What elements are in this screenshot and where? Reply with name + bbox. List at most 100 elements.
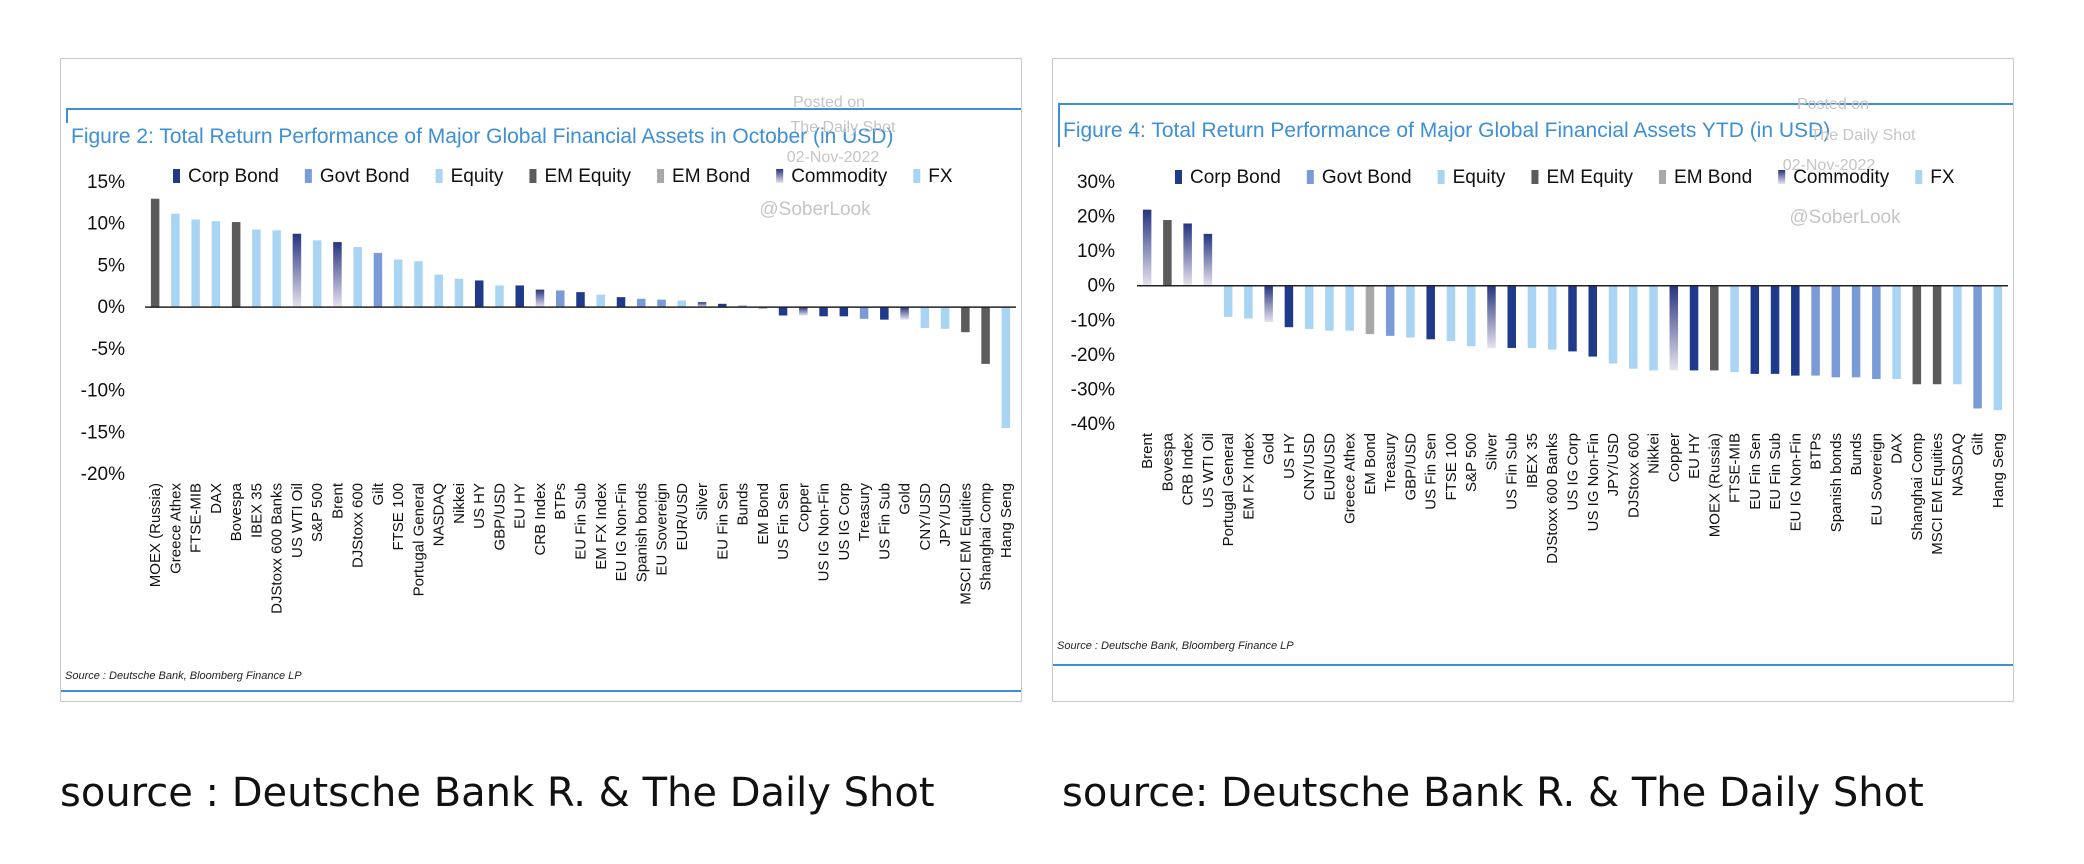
x-tick-label: US IG Corp [836, 483, 853, 561]
legend-swatch-corp_bond [173, 169, 180, 183]
legend-label-govt_bond: Govt Bond [1322, 167, 1412, 188]
legend-label-corp_bond: Corp Bond [188, 166, 279, 187]
x-tick-label: FTSE-MIB [188, 483, 205, 553]
legend-swatch-em_equity [529, 169, 537, 183]
y-tick-label: 10% [87, 214, 125, 235]
x-tick-label: GBP/USD [1402, 433, 1419, 501]
bar [637, 298, 646, 308]
x-tick-label: GBP/USD [491, 483, 508, 551]
x-tick-label: EU Fin Sen [714, 483, 731, 560]
x-tick-label: JPY/USD [937, 483, 954, 547]
bar [312, 240, 322, 308]
bar [231, 222, 241, 308]
bar [1507, 285, 1516, 348]
x-tick-label: JPY/USD [1605, 433, 1622, 497]
x-tick-label: MSCI EM Equities [957, 483, 974, 605]
bar [454, 278, 464, 308]
x-tick-label: EM FX Index [593, 483, 610, 570]
x-tick-label: NASDAQ [431, 483, 448, 546]
bar [1385, 285, 1395, 336]
bar [1669, 285, 1679, 371]
x-tick-label: FTSE 100 [1443, 433, 1460, 501]
x-tick-label: DJStoxx 600 Banks [269, 483, 286, 614]
bar [1973, 285, 1982, 409]
bar [495, 285, 504, 308]
legend-swatch-govt_bond [1306, 170, 1314, 184]
x-tick-label: BTPs [552, 483, 569, 520]
x-tick-label: EU Fin Sub [1767, 433, 1784, 510]
x-tick-label: Greece Athex [167, 483, 184, 574]
bar [1264, 285, 1273, 323]
legend-label-em_bond: EM Bond [672, 166, 750, 187]
bar [799, 307, 808, 316]
bar [1426, 285, 1435, 340]
x-tick-label: EM Bond [1362, 433, 1379, 495]
x-tick-label: MSCI EM Equities [1929, 433, 1946, 555]
bar [1001, 307, 1011, 429]
legend-label-equity: Equity [451, 166, 504, 187]
x-tick-label: US WTI Oil [1200, 433, 1217, 508]
x-tick-label: Portugal General [1220, 433, 1237, 546]
x-tick-label: Shanghai Comp [978, 483, 995, 591]
x-tick-label: Gold [897, 483, 914, 515]
x-tick-label: Copper [795, 483, 812, 532]
bar [1345, 285, 1354, 331]
bar [981, 307, 990, 364]
y-tick-label: -10% [81, 381, 125, 402]
bar [1446, 285, 1456, 342]
legend-swatch-equity [435, 169, 443, 183]
bar [474, 280, 484, 308]
bar [353, 247, 362, 308]
bar [1689, 285, 1699, 371]
x-tick-label: EU IG Non-Fin [1787, 433, 1804, 531]
x-tick-label: Brent [329, 482, 346, 519]
x-tick-label: IBEX 35 [1524, 433, 1541, 488]
x-tick-label: Bunds [1848, 433, 1865, 476]
legend-swatch-equity [1437, 170, 1445, 184]
bar [1568, 285, 1577, 352]
x-tick-label: EU Fin Sub [573, 483, 590, 560]
watermark-line: @SoberLook [1789, 207, 1901, 228]
october-returns-chart: Figure 2: Total Return Performance of Ma… [61, 94, 1021, 692]
x-tick-label: DJStoxx 600 Banks [1544, 433, 1561, 564]
watermark-line: 02-Nov-2022 [787, 149, 880, 166]
y-tick-label: -15% [81, 422, 125, 443]
bar [1487, 285, 1496, 348]
x-tick-label: Hang Seng [998, 483, 1015, 558]
bar [1730, 285, 1739, 373]
bar [1527, 285, 1537, 348]
x-tick-label: US IG Non-Fin [1585, 433, 1602, 531]
bar [1223, 285, 1233, 317]
bar [1203, 233, 1213, 286]
legend-label-equity: Equity [1453, 167, 1506, 188]
legend-label-em_bond: EM Bond [1674, 167, 1752, 188]
chart-title: Figure 2: Total Return Performance of Ma… [71, 125, 893, 148]
x-tick-label: Silver [1483, 433, 1500, 471]
bar [211, 221, 221, 308]
bar [1791, 285, 1800, 376]
y-tick-label: -40% [1071, 414, 1115, 435]
bar [839, 307, 849, 317]
legend-label-govt_bond: Govt Bond [320, 166, 410, 187]
bar [1892, 285, 1901, 380]
bar [333, 242, 342, 308]
x-tick-label: US IG Corp [1565, 433, 1582, 511]
x-tick-label: DJStoxx 600 [1625, 433, 1642, 518]
x-tick-label: US Fin Sen [775, 483, 792, 560]
x-tick-label: MOEX (Russia) [147, 483, 164, 587]
bar [292, 233, 302, 308]
bar [515, 285, 524, 308]
y-tick-label: 0% [98, 297, 126, 318]
bar [1183, 223, 1192, 286]
bar [738, 305, 747, 308]
y-tick-label: 15% [87, 172, 125, 193]
x-tick-label: IBEX 35 [248, 483, 265, 538]
bar [1142, 209, 1152, 286]
bar [1588, 285, 1598, 357]
bar [1912, 285, 1922, 385]
x-tick-label: US Fin Sub [1504, 433, 1521, 510]
caption-left: source : Deutsche Bank R. & The Daily Sh… [60, 770, 935, 816]
bar [1750, 285, 1760, 374]
x-tick-label: US HY [471, 483, 488, 529]
y-tick-label: -5% [91, 339, 125, 360]
